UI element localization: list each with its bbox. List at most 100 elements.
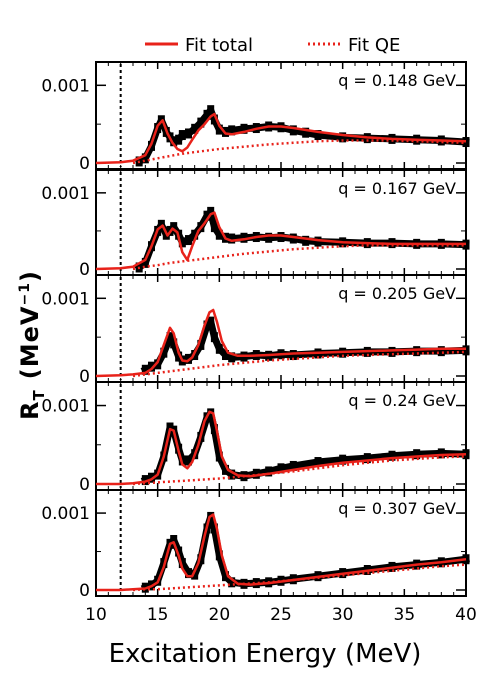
panel-1: 0 0.001 q = 0.148 GeV: [41, 61, 470, 174]
data-point: [166, 422, 174, 433]
legend: Fit total Fit QE: [145, 35, 400, 56]
data-point: [215, 451, 223, 462]
data-point: [222, 571, 229, 582]
data-point: [141, 364, 149, 375]
y-axis-label-main: R: [16, 400, 44, 419]
fit-total-line: [96, 513, 467, 592]
data-point: [141, 153, 149, 164]
data-point: [228, 233, 236, 244]
data-point: [339, 132, 347, 143]
data-point: [207, 206, 215, 217]
data-point: [197, 554, 205, 565]
data-point: [437, 448, 445, 459]
y-tick-label: 0.001: [41, 184, 90, 204]
data-point: [157, 219, 165, 230]
y-tick-label: 0: [79, 154, 90, 174]
data-point: [314, 236, 322, 247]
fit-total-line: [95, 112, 467, 165]
data-point: [222, 464, 229, 475]
panel-3: 0 0.001 q = 0.205 GeV: [41, 274, 470, 387]
data-point: [141, 475, 149, 486]
data-point: [203, 109, 211, 120]
y-axis-label-sub: T: [30, 389, 48, 400]
y-tick-label: 0: [79, 260, 90, 280]
fit-qe-line: [132, 350, 467, 378]
fit-qe-line: [132, 244, 466, 271]
x-tick-label: 25: [270, 605, 292, 625]
fit-total-line: [95, 308, 466, 378]
data-point: [203, 320, 211, 331]
data-point: [191, 229, 199, 240]
data-point: [228, 352, 236, 363]
data-point: [210, 222, 218, 233]
y-axis-label-sup: −1: [17, 282, 33, 305]
legend-fit-total-label: Fit total: [185, 35, 253, 56]
y-tick-label: 0: [79, 367, 90, 387]
panel-q-label: q = 0.307 GeV: [338, 499, 456, 518]
data-point: [462, 137, 470, 148]
y-axis-label: RT (MeV−1): [16, 270, 48, 420]
data-point: [265, 232, 273, 243]
data-point: [289, 350, 297, 361]
data-point: [170, 136, 178, 147]
data-point: [197, 117, 205, 128]
data-point: [210, 523, 218, 534]
x-tick-label: 35: [394, 605, 416, 625]
data-point: [191, 123, 199, 134]
panel-q-label: q = 0.205 GeV: [338, 284, 456, 303]
data-point: [203, 210, 211, 221]
data-point: [170, 222, 178, 233]
data-point: [191, 569, 199, 580]
data-point: [363, 453, 371, 464]
data-point: [252, 468, 260, 479]
data-point: [215, 124, 223, 135]
data-point: [240, 232, 248, 243]
data-point: [215, 229, 223, 240]
x-tick-label: 30: [332, 605, 354, 625]
data-point: [160, 347, 168, 358]
data-point: [228, 577, 236, 588]
data-point: [228, 469, 236, 480]
data-point: [289, 125, 297, 136]
y-tick-label: 0.001: [41, 504, 90, 524]
data-point: [148, 361, 155, 372]
data-point: [215, 550, 223, 561]
data-point: [413, 346, 421, 357]
data-point: [148, 472, 155, 483]
data-point: [178, 237, 186, 248]
panel-5: 0 0.001 q = 0.307 GeV: [41, 489, 470, 601]
data-point: [210, 424, 218, 435]
legend-fit-qe-label: Fit QE: [348, 35, 400, 56]
data-point: [302, 127, 310, 138]
fit-total-line: [96, 410, 467, 486]
data-point: [222, 350, 229, 361]
panel-2: 0 0.001 q = 0.167 GeV: [41, 169, 470, 280]
y-tick-label: 0.001: [41, 289, 90, 309]
data-point: [210, 332, 218, 343]
y-tick-label: 0: [79, 581, 90, 601]
data-point: [277, 232, 285, 243]
data-point: [388, 346, 396, 357]
data-point: [339, 454, 347, 465]
data-point: [215, 343, 223, 354]
data-point: [437, 346, 445, 357]
x-tick-label: 10: [85, 605, 107, 625]
y-tick-label: 0.001: [41, 76, 90, 96]
data-point: [413, 449, 421, 460]
data-point: [462, 345, 470, 356]
y-tick-label: 0.001: [41, 397, 90, 417]
data-point: [170, 535, 178, 545]
data-points: [140, 409, 470, 485]
data-point: [175, 546, 183, 557]
data-point: [141, 257, 149, 268]
data-point: [166, 332, 174, 343]
data-point: [462, 449, 470, 460]
data-point: [175, 134, 183, 145]
data-point: [277, 463, 285, 474]
data-point: [175, 351, 183, 362]
data-point: [240, 123, 248, 134]
data-point: [154, 359, 162, 370]
data-point: [388, 450, 396, 461]
data-point: [178, 558, 186, 569]
